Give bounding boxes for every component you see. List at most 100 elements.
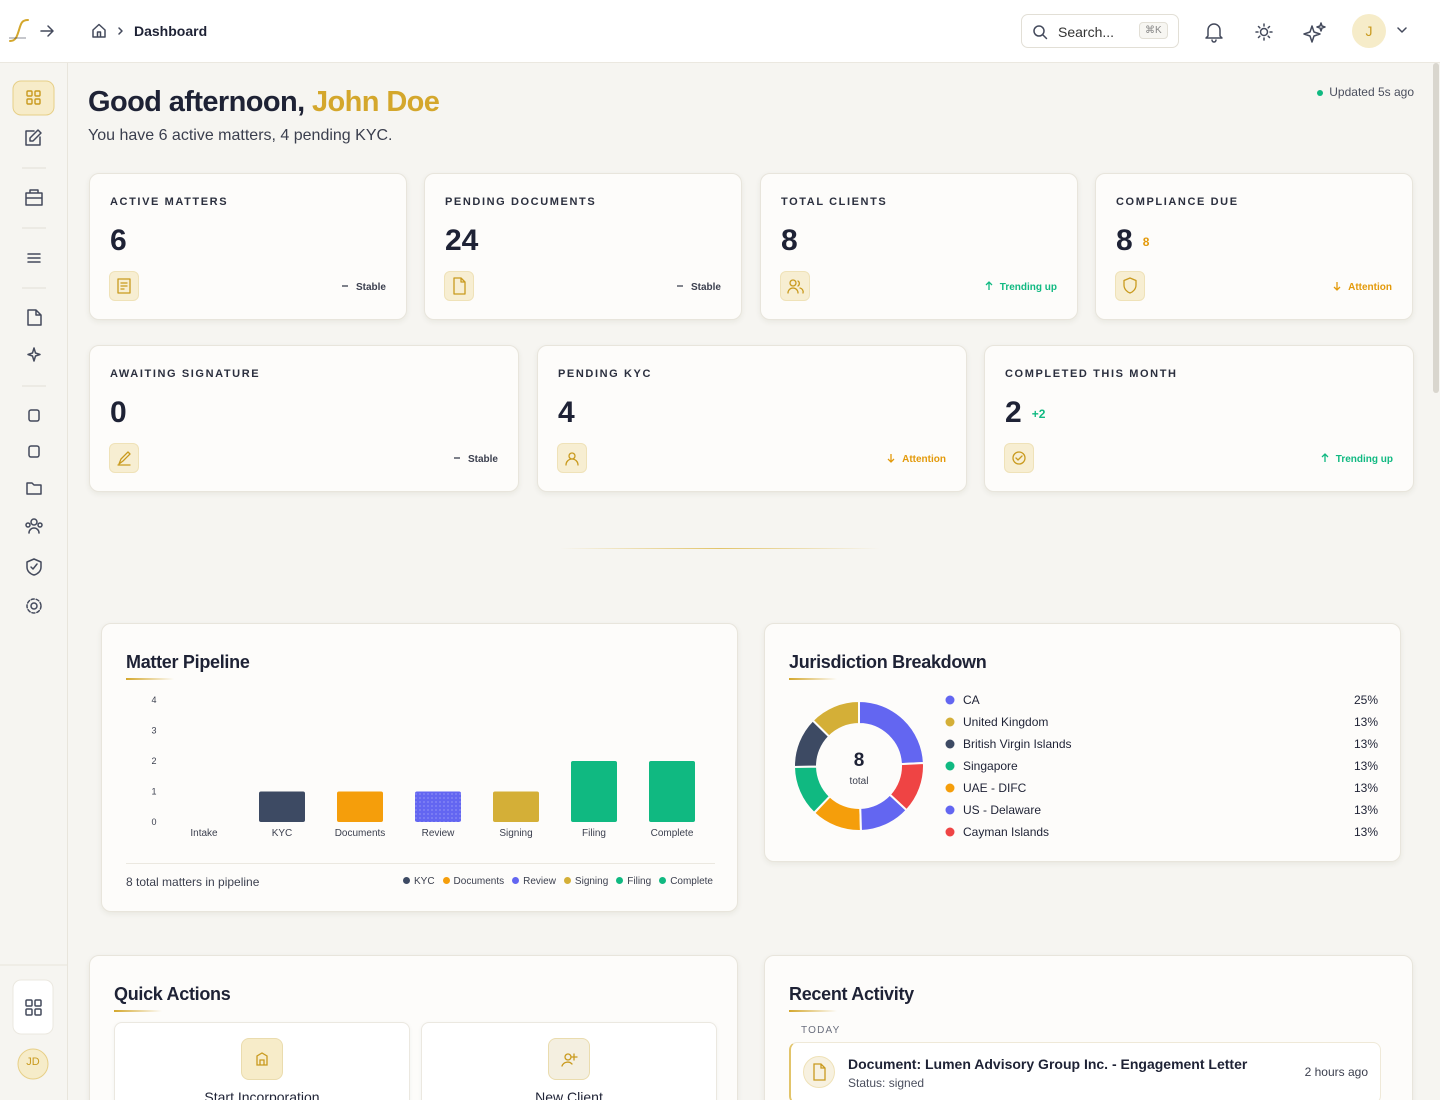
- legend-label: KYC: [413, 876, 435, 887]
- scrollbar: [1433, 63, 1439, 393]
- icon-path: [813, 1063, 826, 1081]
- legend-dot: [945, 827, 955, 837]
- icon-path: [787, 279, 804, 294]
- icon-path: [1123, 277, 1137, 294]
- stat-card: PENDING DOCUMENTS 24 Stable: [424, 173, 742, 320]
- x-tick-label: Signing: [499, 828, 532, 839]
- donut-segment: [888, 761, 925, 812]
- stat-card: ACTIVE MATTERS 6 Stable: [89, 173, 407, 320]
- user-avatar[interactable]: J: [1352, 14, 1386, 48]
- y-tick-label: 4: [151, 695, 156, 705]
- trend-text: Attention: [902, 454, 946, 465]
- stat-label: PENDING DOCUMENTS: [445, 196, 597, 208]
- stat-number: 24: [445, 224, 479, 257]
- icon: [1012, 451, 1026, 465]
- stat-trend: Stable: [675, 280, 721, 293]
- x-tick-label: Complete: [651, 828, 694, 839]
- quick-action[interactable]: New Client: [421, 1022, 717, 1100]
- stat-icon: [109, 271, 139, 301]
- legend-label: US - Delaware: [963, 803, 1041, 817]
- legend-dot: [945, 783, 955, 793]
- stat-number: 4: [558, 396, 575, 429]
- y-tick-label: 0: [151, 817, 156, 827]
- group-label: TODAY: [801, 1025, 841, 1036]
- shortcut: ⌘K: [1139, 22, 1168, 39]
- summary: You have 6 active matters, 4 pending KYC…: [88, 127, 393, 144]
- updated-text: Updated 5s ago: [1329, 85, 1414, 99]
- center-value: 8: [854, 750, 865, 771]
- legend-label: Signing: [574, 876, 609, 887]
- header-icons[interactable]: [1200, 18, 1330, 46]
- icon-path: [453, 277, 466, 295]
- legend-dot: [945, 717, 955, 727]
- trend-glyph: [887, 454, 895, 463]
- legend: KYC Documents Review Signing Filing Complete: [402, 876, 713, 887]
- stat-trend: Attention: [886, 452, 946, 465]
- stat-trend: Stable: [452, 452, 498, 465]
- logo: [9, 19, 54, 42]
- stat-value: 4: [558, 396, 575, 430]
- trend-text: Stable: [467, 454, 498, 465]
- updated-status: Updated 5s ago: [1317, 85, 1414, 99]
- sidebar-icons[interactable]: [0, 63, 67, 1100]
- sidebar: JD: [0, 63, 68, 1100]
- legend-dot: [945, 805, 955, 815]
- value-label: 13%: [1354, 715, 1378, 729]
- trend-icon: [453, 457, 460, 459]
- stat-trend: Trending up: [984, 280, 1057, 293]
- search-box[interactable]: Search... ⌘K: [1021, 14, 1179, 48]
- legend-dot: [945, 761, 955, 771]
- stat-number: 2: [1005, 396, 1022, 429]
- x-tick-label: Filing: [582, 828, 606, 839]
- value-label: 13%: [1354, 781, 1378, 795]
- home-icon[interactable]: [90, 21, 130, 41]
- legend-label: Documents: [453, 876, 505, 887]
- bar: [649, 761, 695, 822]
- stat-value: 0: [110, 396, 127, 430]
- bar: [259, 791, 305, 822]
- bar-chart: 0 1 2 3 4 Intake KYC Documents Review Signing Fili…: [151, 695, 695, 839]
- trend-text: Attention: [1348, 282, 1392, 293]
- stat-icon: [557, 443, 587, 473]
- stat-card: TOTAL CLIENTS 8 Trending up: [760, 173, 1078, 320]
- activity-item[interactable]: Document: Lumen Advisory Group Inc. - En…: [789, 1042, 1381, 1100]
- activity-title: Document: Lumen Advisory Group Inc. - En…: [848, 1056, 1248, 1072]
- stat-icon: [780, 271, 810, 301]
- stat-value: 2 +2: [1005, 396, 1045, 430]
- divider: [560, 548, 880, 549]
- bar: [571, 761, 617, 822]
- icon-path: [561, 1053, 578, 1067]
- icon: [813, 1063, 826, 1081]
- search-placeholder: Search...: [1058, 24, 1115, 40]
- x-tick-label: Review: [422, 828, 456, 839]
- stat-label: COMPLIANCE DUE: [1116, 196, 1239, 208]
- stat-icon: [109, 443, 139, 473]
- icon: [787, 279, 804, 294]
- trend-glyph: [1333, 282, 1341, 291]
- pipeline-footer: 8 total matters in pipeline: [126, 875, 260, 889]
- stat-badge: +2: [1031, 407, 1046, 422]
- icon-path: [256, 1052, 268, 1066]
- sidebar-avatar[interactable]: JD: [26, 1056, 40, 1068]
- action-icon: [548, 1038, 590, 1080]
- legend-label: British Virgin Islands: [963, 737, 1072, 751]
- action-label: New Client: [535, 1089, 603, 1100]
- activity-status: Status: signed: [848, 1076, 925, 1090]
- trend-glyph: [985, 281, 993, 290]
- card-title: Jurisdiction Breakdown: [789, 652, 987, 672]
- stat-number: 8: [781, 224, 798, 257]
- card-title: Matter Pipeline: [126, 652, 250, 672]
- legend-label: Cayman Islands: [963, 825, 1049, 839]
- legend-item: Filing: [616, 876, 651, 887]
- icon: [561, 1053, 578, 1067]
- stat-icon: [1004, 443, 1034, 473]
- trend-text: Stable: [355, 282, 386, 293]
- stat-label: PENDING KYC: [558, 368, 652, 380]
- quick-action[interactable]: Start Incorporation: [114, 1022, 410, 1100]
- center-label: total: [850, 776, 869, 787]
- legend-item: Signing: [563, 876, 609, 887]
- stat-label: TOTAL CLIENTS: [781, 196, 888, 208]
- icon-path: [1012, 451, 1026, 465]
- legend-label: Filing: [627, 876, 652, 887]
